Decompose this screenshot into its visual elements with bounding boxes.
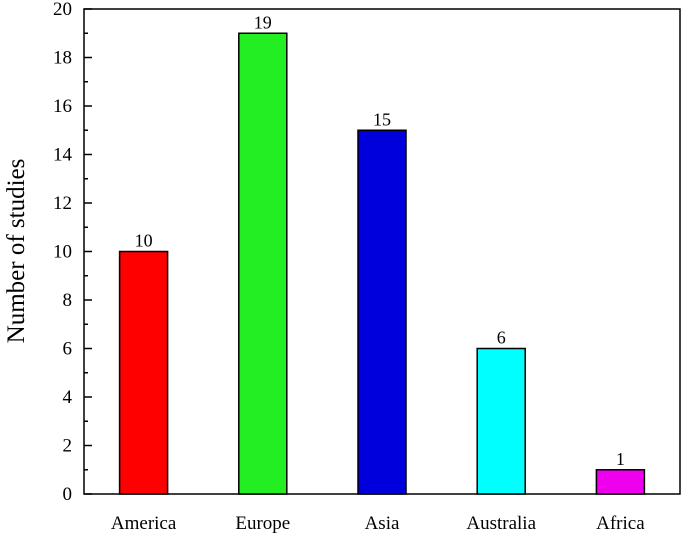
x-category-label: Australia <box>466 513 536 534</box>
bar-europe <box>238 32 288 495</box>
data-label: 15 <box>373 109 391 129</box>
x-category-label: Europe <box>235 513 290 534</box>
y-axis-ticks: 0 2 4 6 8 10 12 14 16 18 20 <box>53 0 92 505</box>
y-tick-label: 4 <box>63 387 73 408</box>
y-tick-label: 14 <box>53 145 73 166</box>
x-category-label: America <box>111 513 177 534</box>
data-label: 19 <box>254 12 272 32</box>
y-tick-label: 18 <box>53 48 72 69</box>
data-labels: 10 19 15 6 1 <box>135 12 625 469</box>
data-label: 1 <box>616 449 625 469</box>
y-tick-label: 2 <box>63 436 73 457</box>
y-tick-label: 16 <box>53 96 72 117</box>
y-tick-label: 12 <box>53 193 72 214</box>
bars <box>118 32 646 495</box>
y-tick-label: 8 <box>63 290 73 311</box>
y-tick-label: 20 <box>53 0 72 20</box>
x-category-label: Asia <box>365 513 400 534</box>
bar-australia <box>476 347 526 495</box>
y-tick-label: 6 <box>63 339 73 360</box>
data-label: 10 <box>135 231 153 251</box>
category-labels: America Europe Asia Australia Africa <box>111 513 645 534</box>
data-label: 6 <box>497 328 506 348</box>
bar-asia <box>357 129 407 495</box>
bar-america <box>118 250 169 495</box>
bar-africa <box>595 469 646 495</box>
y-tick-label: 10 <box>53 242 72 263</box>
y-axis-title: Number of studies <box>3 159 30 344</box>
x-category-label: Africa <box>596 513 645 534</box>
y-tick-label: 0 <box>63 484 73 505</box>
